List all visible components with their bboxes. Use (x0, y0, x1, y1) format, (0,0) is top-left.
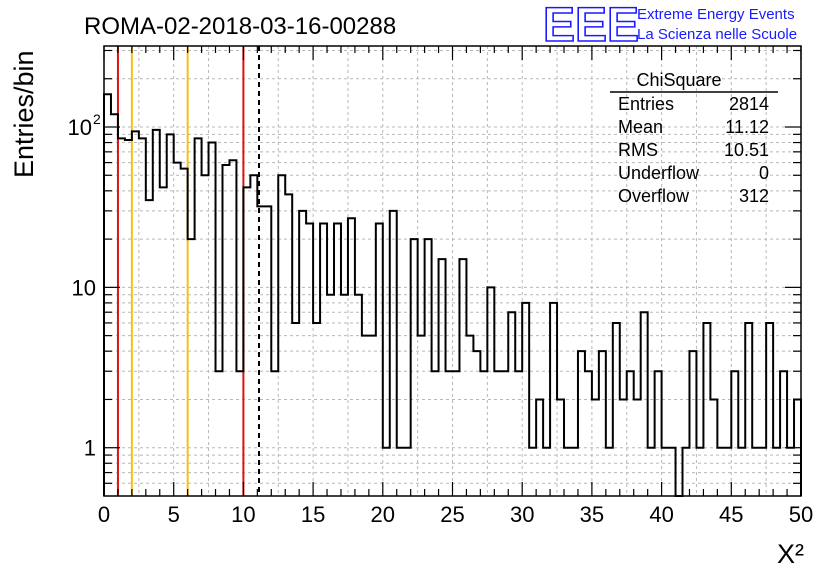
x-tick-labels: 0 5 10 15 20 25 30 35 40 45 50 (98, 502, 813, 527)
y-tick-label-exponent: 2 (93, 111, 101, 127)
stats-label: RMS (618, 140, 658, 160)
stats-value: 2814 (729, 94, 769, 114)
y-tick-label: 10 (72, 275, 96, 300)
stats-label: Entries (618, 94, 674, 114)
x-tick-label: 30 (510, 502, 534, 527)
logo-line-1: Extreme Energy Events (637, 6, 795, 23)
x-tick-label: 25 (440, 502, 464, 527)
histogram-outline (103, 93, 802, 497)
axis-ticks (103, 46, 802, 496)
stats-value: 11.12 (725, 117, 769, 137)
y-tick-label: 1 (84, 436, 96, 461)
stats-value: 0 (759, 163, 769, 183)
stats-label: Mean (618, 117, 663, 137)
grid-lines (104, 46, 801, 496)
x-tick-label: 20 (371, 502, 395, 527)
stats-label: Underflow (618, 163, 700, 183)
stats-value: 312 (739, 186, 769, 206)
eee-logo-letters: EEE (543, 0, 639, 52)
eee-logo: EEE Extreme Energy Events La Scienza nel… (542, 0, 797, 53)
stats-title: ChiSquare (636, 70, 721, 90)
chart-title: ROMA-02-2018-03-16-00288 (84, 13, 396, 40)
x-tick-label: 10 (231, 502, 255, 527)
x-tick-label: 5 (168, 502, 180, 527)
x-tick-label: 0 (98, 502, 110, 527)
stats-box: ChiSquare Entries 2814 Mean 11.12 RMS 10.51 Un… (610, 70, 778, 206)
x-tick-label: 15 (301, 502, 325, 527)
x-tick-label: 35 (580, 502, 604, 527)
logo-line-2: La Scienza nelle Scuole (637, 26, 797, 43)
y-axis-label: Entries/bin (9, 50, 39, 178)
stats-label: Overflow (618, 186, 690, 206)
x-tick-label: 50 (789, 502, 813, 527)
stats-rows: Entries 2814 Mean 11.12 RMS 10.51 Underflow 0 Ov… (618, 94, 769, 206)
stats-value: 10.51 (724, 140, 769, 160)
x-tick-label: 45 (719, 502, 743, 527)
y-tick-label: 10 (68, 115, 92, 140)
x-tick-label: 40 (649, 502, 673, 527)
x-axis-label: X² (777, 539, 804, 569)
